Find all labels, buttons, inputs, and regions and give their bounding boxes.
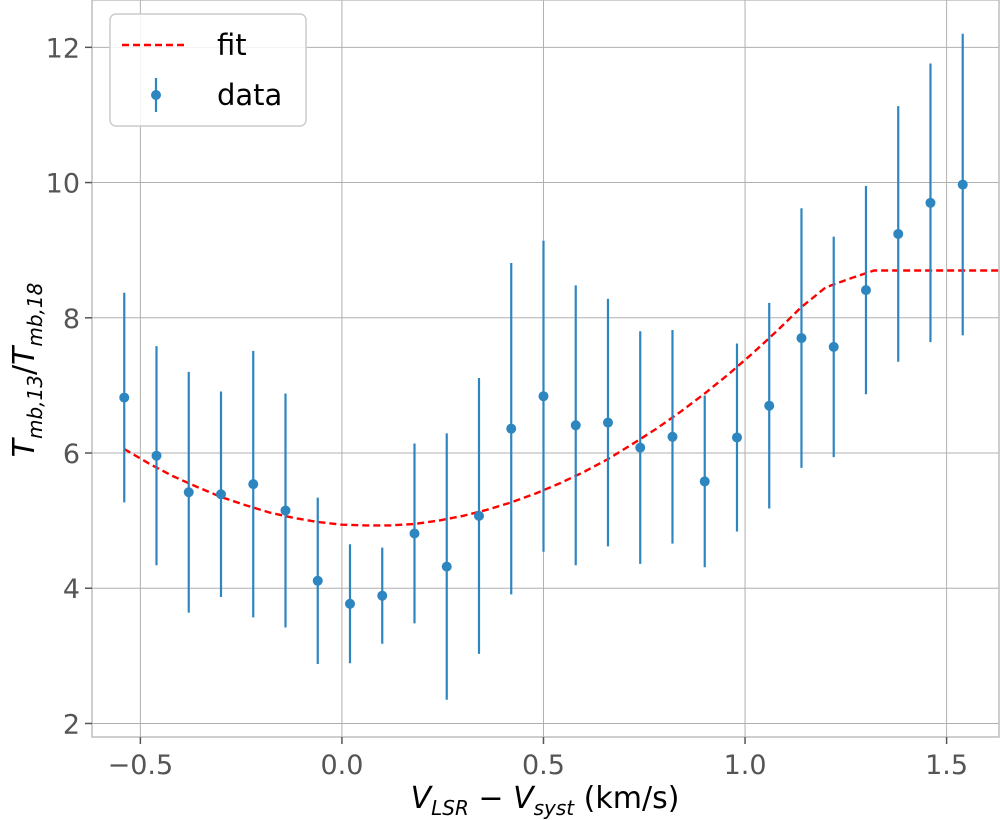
x-tick-label: 0.0 [320,750,363,781]
legend-data-marker [151,90,161,100]
y-axis-label: Tmb,13/Tmb,18 [7,283,47,458]
data-point [796,333,807,344]
data-point [764,400,775,411]
x-tick-label: 1.0 [724,750,767,781]
x-tick-label: 0.5 [522,750,565,781]
y-tick-label: 8 [63,304,80,335]
data-point [635,442,646,453]
legend: fit data [109,13,307,127]
y-axis-ticks: 2 4 6 8 10 12 [46,33,92,740]
data-point [473,510,484,521]
data-layer [119,33,968,700]
data-point [925,197,936,208]
legend-data-label: data [217,78,282,112]
fit-line [123,269,999,527]
data-point [215,489,226,500]
data-point [699,476,710,487]
x-axis-label: VLSR − Vsyst (km/s) [411,781,680,820]
data-point [248,479,259,490]
x-tick-label: −0.5 [108,750,174,781]
y-tick-label: 12 [46,33,80,64]
x-tick-label: 1.5 [925,750,968,781]
data-point [312,575,323,586]
data-point [344,598,355,609]
data-point [441,561,452,572]
y-tick-label: 4 [63,574,80,605]
data-point [151,450,162,461]
data-point [538,391,549,402]
legend-fit-label: fit [217,28,247,62]
y-tick-label: 2 [63,709,80,740]
plot-frame [91,0,1000,738]
y-tick-label: 10 [46,169,80,200]
data-point [183,487,194,498]
x-axis-ticks: −0.5 0.0 0.5 1.0 1.5 [108,737,968,781]
data-point [506,423,517,434]
data-point [409,528,420,539]
y-tick-label: 6 [63,439,80,470]
data-point [731,432,742,443]
data-point [667,431,678,442]
data-point [570,420,581,431]
data-point [860,285,871,296]
fit-layer [123,269,999,527]
data-point [828,341,839,352]
data-point [602,417,613,428]
data-point [957,179,968,190]
data-point [280,505,291,516]
data-point [119,392,130,403]
data-point [893,228,904,239]
data-point [377,590,388,601]
